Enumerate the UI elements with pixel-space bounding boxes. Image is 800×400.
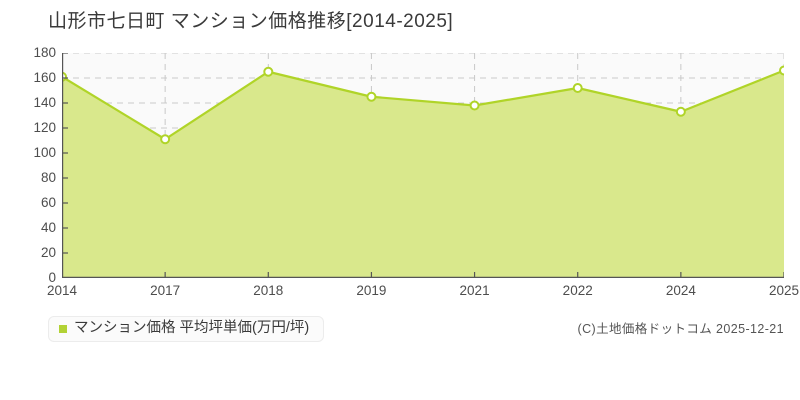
x-tick-label: 2022 [562,283,593,298]
x-tick-label: 2014 [46,283,78,298]
y-tick-label: 80 [40,170,56,185]
x-tick-label: 2017 [150,283,181,298]
y-axis-labels: 0 20 40 60 80 100 120 140 160 180 [10,46,56,285]
x-tick-label: 2024 [665,283,696,298]
y-tick-label: 120 [33,120,56,135]
data-point-marker [469,100,480,111]
footer-credit: (C)土地価格ドットコム 2025-12-21 [577,322,784,336]
plot-area [62,53,784,278]
chart-legend: マンション価格 平均坪単価(万円/坪) [48,316,325,342]
data-point-marker [572,83,583,93]
y-tick-label: 160 [33,70,56,85]
data-point-marker [675,106,686,117]
legend-swatch-icon [59,324,67,333]
data-point-marker [366,91,377,102]
chart-title: 山形市七日町 マンション価格推移[2014-2025] [48,11,454,32]
area-chart-svg [62,53,784,278]
y-tick-label: 100 [33,145,56,160]
x-axis-labels: 2014 2017 2018 2019 2021 2022 2024 2025 [47,283,799,303]
area-fill [62,70,784,278]
data-point-marker [779,65,784,76]
x-tick-label: 2019 [356,283,387,298]
y-tick-label: 40 [40,220,56,235]
x-tick-label: 2018 [253,283,284,298]
y-tick-label: 20 [40,245,56,260]
data-point-marker [160,134,171,145]
y-tick-label: 140 [33,95,56,110]
x-tick-label: 2025 [768,283,800,298]
y-tick-label: 0 [48,270,56,285]
legend-label: マンション価格 平均坪単価(万円/坪) [74,320,310,337]
y-tick-label: 180 [33,45,56,60]
y-tick-label: 60 [40,195,56,210]
data-point-marker [263,66,274,77]
series-line [62,69,784,141]
x-tick-label: 2021 [459,283,490,298]
